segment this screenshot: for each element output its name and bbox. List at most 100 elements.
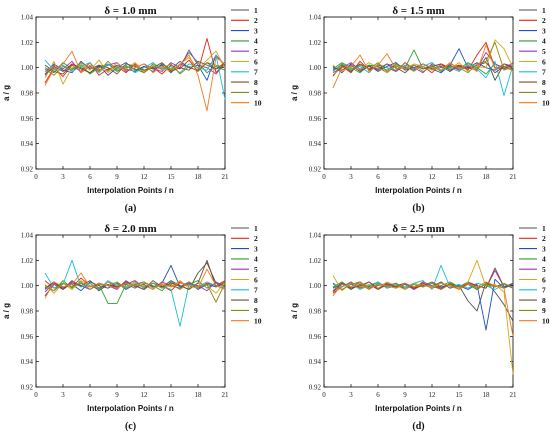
panel-label: (c) [125, 421, 136, 432]
series-line-10 [332, 281, 514, 337]
y-tick-label: 0.96 [21, 115, 34, 123]
series-line-7 [332, 60, 514, 96]
legend-label-7: 7 [542, 286, 546, 295]
y-tick-label: 1.02 [21, 257, 34, 265]
legend-label-3: 3 [254, 26, 258, 35]
y-tick-label: 0.96 [309, 115, 322, 123]
x-tick-label: 12 [429, 391, 437, 399]
legend-label-3: 3 [542, 244, 546, 253]
chart-panel-4: 0.920.940.960.981.001.021.040 3 6 9 12 15 18 21… [290, 223, 550, 432]
x-tick-label: 21 [510, 391, 518, 399]
series-line-5 [332, 270, 514, 293]
y-axis-label: a / g [290, 303, 299, 319]
legend-label-5: 5 [542, 265, 546, 274]
y-tick-label: 0.94 [21, 358, 34, 366]
x-tick-label: 12 [141, 391, 149, 399]
legend-label-9: 9 [254, 306, 258, 315]
x-tick-label: 3 [349, 173, 353, 181]
y-tick-label: 0.92 [309, 384, 322, 392]
panel-label: (a) [125, 203, 137, 214]
legend-label-6: 6 [254, 275, 258, 284]
legend-label-3: 3 [254, 244, 258, 253]
legend-label-1: 1 [542, 6, 546, 15]
y-axis-label: a / g [2, 85, 11, 101]
x-tick-label: 0 [34, 173, 38, 181]
y-tick-label: 0.94 [309, 358, 322, 366]
legend-label-2: 2 [254, 234, 258, 243]
y-tick-label: 0.98 [21, 308, 34, 316]
legend-label-10: 10 [542, 99, 550, 108]
y-tick-label: 1.04 [21, 14, 34, 22]
series-line-9 [44, 60, 226, 76]
legend-label-7: 7 [254, 286, 258, 295]
x-tick-label: 15 [456, 173, 464, 181]
legend-label-6: 6 [254, 57, 258, 66]
plot-frame [35, 234, 226, 388]
x-tick-label: 6 [376, 173, 380, 181]
series-line-10 [44, 50, 226, 112]
series-line-8 [44, 259, 226, 290]
y-tick-label: 1.02 [309, 257, 322, 265]
series-line-9 [332, 281, 514, 290]
legend-label-2: 2 [542, 234, 546, 243]
x-tick-label: 15 [168, 391, 176, 399]
legend-label-3: 3 [542, 26, 546, 35]
series-line-8 [332, 62, 514, 74]
legend-label-5: 5 [254, 265, 258, 274]
y-axis-label: a / g [2, 303, 11, 319]
y-tick-label: 1.04 [309, 232, 322, 240]
series-line-9 [44, 281, 226, 303]
legend-label-8: 8 [542, 78, 546, 87]
x-axis-label: Interpolation Points / n [375, 186, 462, 195]
x-tick-label: 21 [222, 391, 230, 399]
series-line-7 [44, 259, 226, 327]
x-tick-label: 18 [483, 173, 491, 181]
x-tick-label: 12 [429, 173, 437, 181]
chart-panel-2: 0.920.940.960.981.001.021.040 3 6 9 12 15 18 21… [290, 5, 550, 214]
legend-label-4: 4 [254, 37, 258, 46]
x-tick-label: 0 [322, 391, 326, 399]
y-tick-label: 1.00 [21, 64, 34, 72]
legend-label-10: 10 [254, 99, 262, 108]
x-tick-label: 6 [88, 173, 92, 181]
x-tick-label: 18 [195, 391, 203, 399]
x-tick-label: 9 [403, 391, 407, 399]
chart-title: δ = 2.0 mm [104, 223, 156, 235]
legend-label-6: 6 [542, 275, 546, 284]
legend-label-9: 9 [542, 88, 546, 97]
panel-label: (b) [412, 203, 424, 214]
legend-label-5: 5 [542, 47, 546, 56]
plot-frame [323, 234, 514, 388]
x-tick-label: 12 [141, 173, 149, 181]
x-tick-label: 6 [376, 391, 380, 399]
y-tick-label: 0.98 [21, 90, 34, 98]
x-tick-label: 15 [456, 391, 464, 399]
series-line-6 [332, 259, 514, 375]
x-tick-label: 18 [195, 173, 203, 181]
chart-title: δ = 1.0 mm [104, 5, 156, 17]
legend-label-7: 7 [254, 68, 258, 77]
x-axis-label: Interpolation Points / n [87, 186, 174, 195]
legend-label-4: 4 [542, 255, 546, 264]
legend: 123 456 789 10 [519, 6, 550, 108]
y-tick-label: 0.96 [309, 333, 322, 341]
legend-label-2: 2 [542, 16, 546, 25]
y-tick-label: 1.04 [309, 14, 322, 22]
x-tick-label: 21 [222, 173, 230, 181]
x-tick-label: 9 [115, 173, 119, 181]
y-tick-label: 1.00 [309, 64, 322, 72]
plot-frame [35, 16, 226, 170]
chart-panel-3: 0.920.940.960.981.001.021.040 3 6 9 12 15 18 21… [2, 223, 262, 432]
legend-label-8: 8 [254, 296, 258, 305]
y-tick-label: 1.00 [21, 282, 34, 290]
x-tick-label: 3 [61, 173, 65, 181]
legend-label-4: 4 [542, 37, 546, 46]
y-tick-label: 0.92 [309, 166, 322, 174]
y-tick-label: 0.92 [21, 166, 34, 174]
y-tick-label: 0.98 [309, 308, 322, 316]
chart-title: δ = 1.5 mm [392, 5, 444, 17]
y-axis-label: a / g [290, 85, 299, 101]
legend-label-7: 7 [542, 68, 546, 77]
x-tick-label: 18 [483, 391, 491, 399]
